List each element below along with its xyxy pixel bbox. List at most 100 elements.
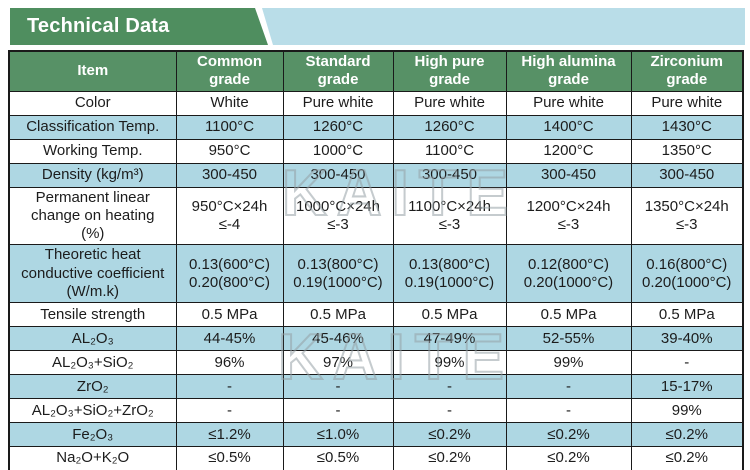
cell-value: ≤0.2% bbox=[392, 446, 507, 470]
table-row: Density (kg/m³) 300-450 300-450 300-450 … bbox=[8, 162, 744, 188]
cell-value: 1100°C bbox=[392, 138, 507, 164]
cell-value: - bbox=[175, 374, 284, 400]
column-header-item: Item bbox=[8, 50, 177, 92]
cell-value: 300-450 bbox=[282, 162, 394, 188]
table-row: AL₂O₃+SiO₂+ZrO₂ - - - - 99% bbox=[8, 398, 744, 424]
row-label: AL₂O₃+SiO₂+ZrO₂ bbox=[8, 398, 177, 424]
table-row: AL₂O₃ 44-45% 45-46% 47-49% 52-55% 39-40% bbox=[8, 326, 744, 352]
row-label: Permanent linear change on heating (%) bbox=[8, 186, 177, 246]
column-header-zirconium: Zirconium grade bbox=[630, 50, 744, 92]
cell-value: 45-46% bbox=[282, 326, 394, 352]
table-row: Theoretic heat conductive coefficient (W… bbox=[8, 244, 744, 304]
cell-value: 99% bbox=[505, 350, 632, 376]
table-row: Color White Pure white Pure white Pure w… bbox=[8, 90, 744, 116]
row-label: Fe₂O₃ bbox=[8, 422, 177, 448]
row-label: ZrO₂ bbox=[8, 374, 177, 400]
cell-value: 1400°C bbox=[505, 114, 632, 140]
cell-value: 39-40% bbox=[630, 326, 744, 352]
cell-value: 950°C bbox=[175, 138, 284, 164]
cell-value: 0.5 MPa bbox=[392, 302, 507, 328]
cell-value: 0.5 MPa bbox=[505, 302, 632, 328]
table-row: ZrO₂ - - - - 15-17% bbox=[8, 374, 744, 400]
row-label: AL₂O₃ bbox=[8, 326, 177, 352]
cell-value: 97% bbox=[282, 350, 394, 376]
cell-value: 47-49% bbox=[392, 326, 507, 352]
row-label: Density (kg/m³) bbox=[8, 162, 177, 188]
cell-value: 950°C×24h ≤-4 bbox=[175, 186, 284, 246]
column-header-common: Common grade bbox=[175, 50, 284, 92]
column-header-high-pure: High pure grade bbox=[392, 50, 507, 92]
cell-value: Pure white bbox=[282, 90, 394, 116]
row-label: Color bbox=[8, 90, 177, 116]
page-title: Technical Data bbox=[27, 15, 170, 37]
cell-value: 96% bbox=[175, 350, 284, 376]
cell-value: 44-45% bbox=[175, 326, 284, 352]
row-label: Tensile strength bbox=[8, 302, 177, 328]
technical-data-table: Item Common grade Standard grade High pu… bbox=[8, 50, 744, 470]
row-label: AL₂O₃+SiO₂ bbox=[8, 350, 177, 376]
cell-value: - bbox=[392, 374, 507, 400]
cell-value: 1000°C bbox=[282, 138, 394, 164]
column-header-standard: Standard grade bbox=[282, 50, 394, 92]
cell-value: - bbox=[282, 374, 394, 400]
cell-value: 0.5 MPa bbox=[282, 302, 394, 328]
cell-value: 1260°C bbox=[282, 114, 394, 140]
cell-value: Pure white bbox=[505, 90, 632, 116]
cell-value: 0.13(800°C) 0.19(1000°C) bbox=[392, 244, 507, 304]
cell-value: 0.5 MPa bbox=[630, 302, 744, 328]
table-row: Na₂O+K₂O ≤0.5% ≤0.5% ≤0.2% ≤0.2% ≤0.2% bbox=[8, 446, 744, 470]
row-label: Theoretic heat conductive coefficient (W… bbox=[8, 244, 177, 304]
cell-value: ≤0.5% bbox=[282, 446, 394, 470]
table-row: Tensile strength 0.5 MPa 0.5 MPa 0.5 MPa… bbox=[8, 302, 744, 328]
cell-value: ≤0.2% bbox=[630, 422, 744, 448]
title-banner: Technical Data bbox=[10, 8, 268, 45]
cell-value: 0.12(800°C) 0.20(1000°C) bbox=[505, 244, 632, 304]
cell-value: 99% bbox=[630, 398, 744, 424]
row-label: Working Temp. bbox=[8, 138, 177, 164]
header-row: Item Common grade Standard grade High pu… bbox=[8, 50, 744, 92]
cell-value: Pure white bbox=[392, 90, 507, 116]
cell-value: 1200°C×24h ≤-3 bbox=[505, 186, 632, 246]
cell-value: 0.16(800°C) 0.20(1000°C) bbox=[630, 244, 744, 304]
cell-value: ≤0.5% bbox=[175, 446, 284, 470]
cell-value: 300-450 bbox=[392, 162, 507, 188]
cell-value: ≤0.2% bbox=[505, 422, 632, 448]
cell-value: 1260°C bbox=[392, 114, 507, 140]
table-row: Classification Temp. 1100°C 1260°C 1260°… bbox=[8, 114, 744, 140]
cell-value: 15-17% bbox=[630, 374, 744, 400]
cell-value: - bbox=[630, 350, 744, 376]
cell-value: 1000°C×24h ≤-3 bbox=[282, 186, 394, 246]
row-label: Classification Temp. bbox=[8, 114, 177, 140]
cell-value: - bbox=[505, 374, 632, 400]
cell-value: 1350°C×24h ≤-3 bbox=[630, 186, 744, 246]
table-row: Working Temp. 950°C 1000°C 1100°C 1200°C… bbox=[8, 138, 744, 164]
cell-value: Pure white bbox=[630, 90, 744, 116]
row-label: Na₂O+K₂O bbox=[8, 446, 177, 470]
table-row: Permanent linear change on heating (%) 9… bbox=[8, 186, 744, 246]
cell-value: - bbox=[392, 398, 507, 424]
cell-value: White bbox=[175, 90, 284, 116]
cell-value: 1100°C bbox=[175, 114, 284, 140]
table-row: Fe₂O₃ ≤1.2% ≤1.0% ≤0.2% ≤0.2% ≤0.2% bbox=[8, 422, 744, 448]
cell-value: 0.13(600°C) 0.20(800°C) bbox=[175, 244, 284, 304]
cell-value: 1100°C×24h ≤-3 bbox=[392, 186, 507, 246]
cell-value: 99% bbox=[392, 350, 507, 376]
cell-value: 300-450 bbox=[505, 162, 632, 188]
cell-value: 0.5 MPa bbox=[175, 302, 284, 328]
cell-value: 300-450 bbox=[630, 162, 744, 188]
cell-value: ≤1.2% bbox=[175, 422, 284, 448]
column-header-high-alumina: High alumina grade bbox=[505, 50, 632, 92]
cell-value: 0.13(800°C) 0.19(1000°C) bbox=[282, 244, 394, 304]
cell-value: - bbox=[505, 398, 632, 424]
cell-value: - bbox=[282, 398, 394, 424]
cell-value: ≤0.2% bbox=[392, 422, 507, 448]
cell-value: - bbox=[175, 398, 284, 424]
cell-value: 1200°C bbox=[505, 138, 632, 164]
cell-value: 1350°C bbox=[630, 138, 744, 164]
cell-value: 52-55% bbox=[505, 326, 632, 352]
cell-value: ≤1.0% bbox=[282, 422, 394, 448]
cell-value: ≤0.2% bbox=[505, 446, 632, 470]
cell-value: 300-450 bbox=[175, 162, 284, 188]
table-row: AL₂O₃+SiO₂ 96% 97% 99% 99% - bbox=[8, 350, 744, 376]
